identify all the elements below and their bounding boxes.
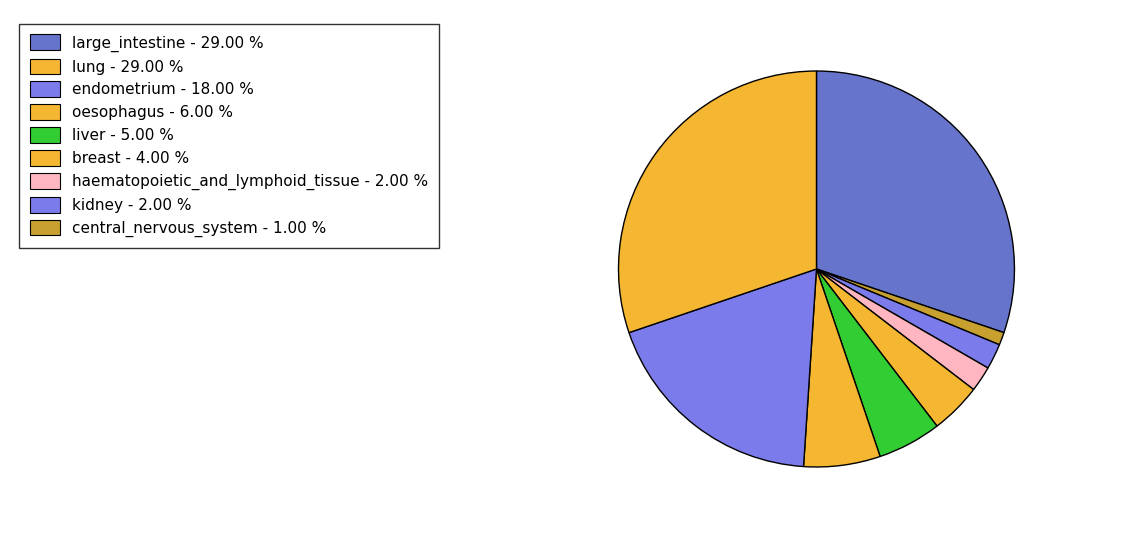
Wedge shape [816,269,999,368]
Wedge shape [804,269,880,467]
Wedge shape [816,269,974,426]
Wedge shape [816,269,988,390]
Wedge shape [816,71,1015,332]
Legend: large_intestine - 29.00 %, lung - 29.00 %, endometrium - 18.00 %, oesophagus - 6: large_intestine - 29.00 %, lung - 29.00 … [19,24,439,247]
Wedge shape [629,269,816,466]
Wedge shape [816,269,937,456]
Wedge shape [618,71,816,332]
Wedge shape [816,269,1004,345]
